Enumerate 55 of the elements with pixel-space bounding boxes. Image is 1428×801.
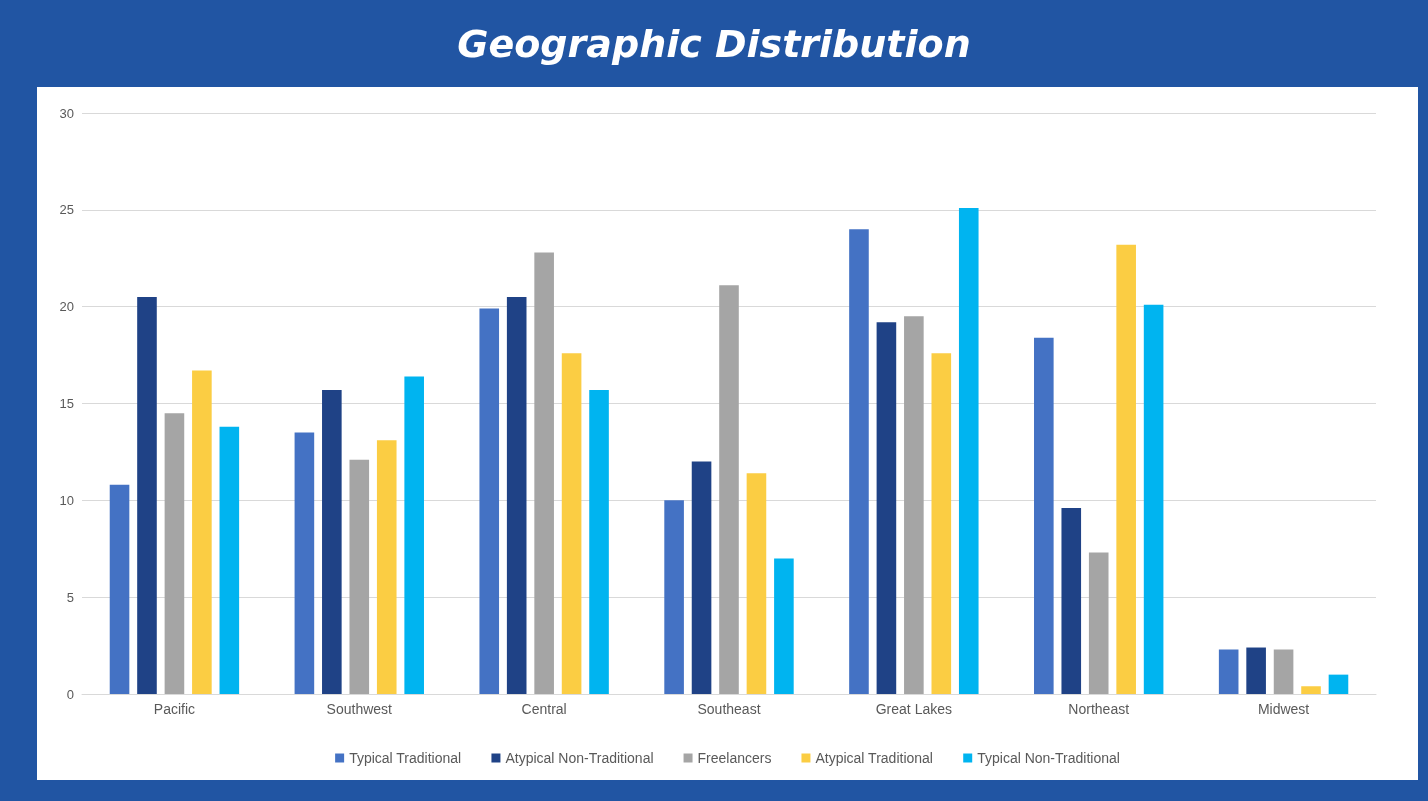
bar (376, 440, 397, 694)
bar (322, 389, 342, 694)
bar (1273, 649, 1294, 694)
bar (1218, 649, 1239, 694)
x-tick-label: Southeast (697, 701, 761, 717)
legend-label: Typical Traditional (349, 750, 462, 766)
x-tick-label: Pacific (153, 701, 196, 717)
bar (746, 473, 767, 694)
bar (931, 353, 952, 694)
bar (1328, 674, 1349, 694)
bar (1143, 304, 1164, 694)
bar (479, 308, 500, 694)
bar (404, 376, 424, 694)
x-tick-label: Northeast (1068, 701, 1130, 717)
legend-label: Typical Non-Traditional (977, 750, 1120, 766)
bar (1034, 337, 1054, 694)
bar (904, 316, 924, 694)
y-tick-label: 0 (66, 686, 74, 702)
bar (349, 459, 370, 694)
y-tick-label: 20 (59, 299, 74, 315)
bar (589, 389, 609, 694)
bar (1061, 508, 1082, 694)
bar (1116, 244, 1136, 694)
bar (137, 296, 157, 694)
x-tick-label: Midwest (1257, 701, 1310, 717)
y-tick-label: 15 (59, 396, 74, 411)
legend-label: Atypical Traditional (815, 750, 933, 766)
bar (691, 461, 712, 694)
legend-label: Atypical Non-Traditional (505, 750, 654, 766)
bar (294, 432, 315, 694)
chart-title: Geographic Distribution (456, 22, 972, 66)
bar (109, 484, 130, 694)
x-tick-label: Southwest (326, 701, 393, 717)
bar (506, 296, 527, 694)
bar (192, 370, 212, 694)
bar (719, 285, 739, 694)
y-tick-label: 30 (59, 105, 74, 121)
y-tick-label: 25 (59, 202, 74, 218)
bar (164, 413, 185, 694)
bar (1301, 686, 1321, 694)
bar (1088, 552, 1109, 694)
x-tick-label: Great Lakes (875, 701, 952, 717)
bar (664, 500, 684, 694)
y-tick-label: 10 (59, 492, 74, 508)
bar (219, 426, 240, 694)
bar (958, 207, 979, 694)
bar (534, 252, 554, 694)
bar (774, 558, 794, 694)
bar (849, 229, 869, 694)
bar (561, 353, 582, 694)
bar (876, 322, 897, 694)
bar (1246, 647, 1266, 694)
x-tick-label: Central (521, 701, 567, 717)
legend-label: Freelancers (697, 750, 772, 766)
y-tick-label: 5 (66, 589, 74, 605)
